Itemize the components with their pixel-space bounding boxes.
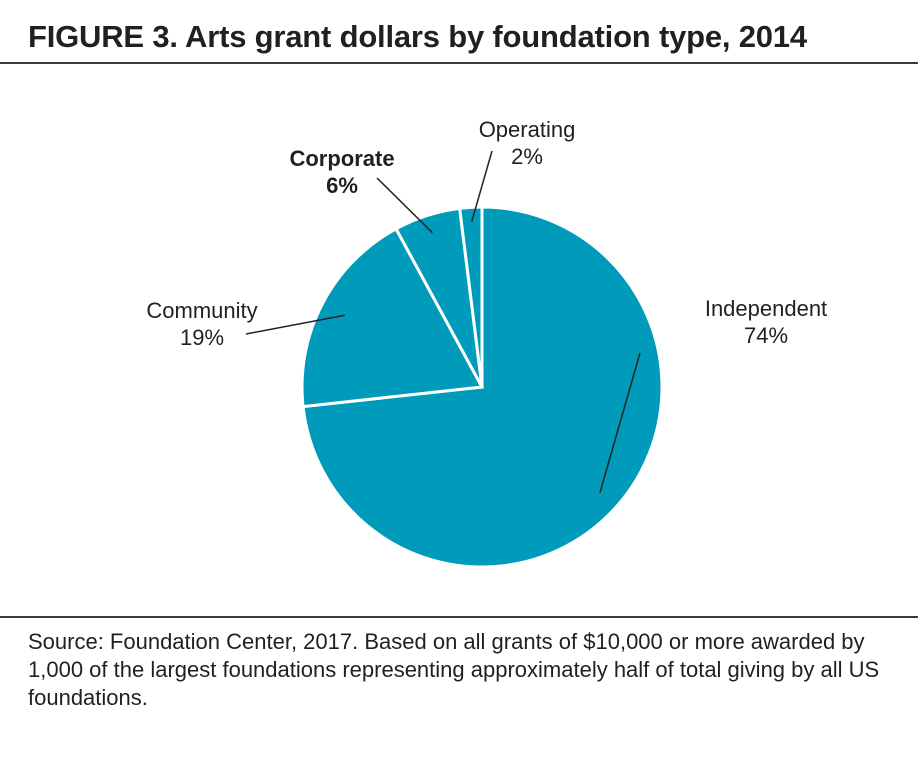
- source-divider: [0, 616, 918, 618]
- pie-slice-operating: [457, 205, 484, 388]
- leader-line-operating: [470, 150, 493, 222]
- leader-line-community: [245, 314, 345, 335]
- leader-line-independent: [599, 352, 641, 493]
- slice-name-operating: Operating: [479, 117, 576, 142]
- pie-slices: [300, 205, 664, 569]
- leader-lines: [245, 150, 641, 493]
- pie-slice-community: [300, 226, 485, 409]
- slice-value-independent: 74%: [744, 323, 788, 348]
- slice-name-corporate: Corporate: [289, 146, 394, 171]
- slice-value-community: 19%: [180, 325, 224, 350]
- slice-value-operating: 2%: [511, 144, 543, 169]
- leader-line-corporate: [376, 177, 433, 234]
- figure-title: FIGURE 3. Arts grant dollars by foundati…: [28, 19, 807, 54]
- title-divider: [0, 62, 918, 64]
- slice-name-independent: Independent: [705, 296, 827, 321]
- source-note: Source: Foundation Center, 2017. Based o…: [28, 629, 880, 710]
- slice-name-community: Community: [146, 298, 257, 323]
- slice-value-corporate: 6%: [326, 173, 358, 198]
